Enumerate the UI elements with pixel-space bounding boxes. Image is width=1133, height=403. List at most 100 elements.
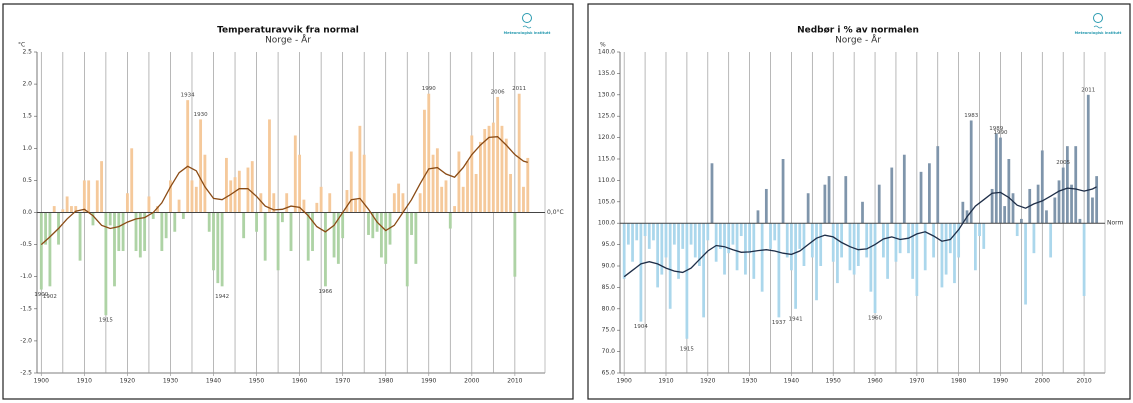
bar [769, 223, 772, 249]
baseline-label: Norm [1107, 220, 1124, 227]
y-tick-label: 80.0 [602, 305, 616, 312]
bar [1053, 197, 1057, 224]
bar [664, 223, 668, 258]
bar [250, 161, 254, 213]
bar [134, 212, 138, 252]
bar [744, 223, 747, 275]
bar [928, 163, 931, 224]
panel-frame [587, 3, 1131, 400]
bar [186, 100, 190, 213]
bar [915, 223, 919, 296]
bar [806, 193, 810, 224]
bar [466, 161, 469, 213]
y-tick-label: 115.0 [598, 156, 615, 163]
bar [418, 193, 422, 213]
bar [78, 212, 82, 261]
bar [773, 223, 777, 241]
annotation: 1934 [181, 93, 195, 99]
annotation: 1966 [318, 289, 332, 295]
bar [723, 223, 726, 275]
bar [427, 93, 431, 213]
bar [1049, 223, 1053, 258]
bar [1065, 146, 1069, 224]
x-tick-label: 1960 [867, 378, 882, 385]
bar [220, 212, 224, 287]
bar [1082, 223, 1086, 296]
bar [635, 223, 639, 241]
chart-subtitle: Norge - År [835, 34, 881, 46]
bar [777, 223, 781, 318]
bar [74, 206, 78, 213]
bar [810, 223, 814, 258]
bar [311, 212, 314, 252]
bar [457, 151, 461, 213]
bar [70, 206, 73, 213]
bar [194, 186, 198, 213]
bar [1095, 176, 1099, 224]
logo-mark [1093, 13, 1103, 23]
bar [280, 212, 284, 223]
bar [982, 223, 986, 249]
x-tick-label: 1940 [784, 378, 799, 385]
bar [869, 223, 873, 292]
bar [259, 193, 263, 213]
x-tick-label: 1950 [826, 378, 841, 385]
y-tick-label: 130.0 [598, 91, 615, 98]
bar [1045, 210, 1048, 224]
bar [491, 122, 495, 213]
bar [1036, 184, 1040, 224]
bar [130, 148, 134, 213]
bar [681, 223, 685, 249]
bar [1074, 146, 1078, 224]
bar [160, 212, 164, 252]
bar [336, 212, 340, 264]
y-tick-label: 135.0 [598, 70, 615, 77]
bar [410, 212, 413, 235]
bar [911, 223, 915, 279]
bar [932, 223, 935, 258]
annotation: 1900 [34, 292, 48, 298]
bar [1011, 193, 1015, 224]
bar [756, 210, 760, 224]
bar [509, 173, 512, 213]
bar [268, 119, 271, 213]
x-tick-label: 2010 [1076, 378, 1091, 385]
bar [233, 177, 237, 213]
annotation: 2005 [1056, 160, 1070, 166]
x-tick-label: 2000 [464, 378, 479, 385]
bar [461, 186, 465, 213]
logo-text: Meteorologisk institutt [1075, 31, 1122, 35]
bar [990, 188, 994, 224]
y-tick-label: -1.0 [20, 273, 32, 280]
bar [496, 96, 500, 213]
bar [677, 223, 680, 279]
bar [856, 223, 860, 266]
bar [764, 188, 768, 224]
bar [798, 223, 802, 249]
x-tick-label: 1900 [34, 378, 49, 385]
y-tick-label: 140.0 [598, 49, 615, 56]
bar [672, 223, 676, 245]
bar [643, 223, 647, 237]
x-tick-label: 1900 [617, 378, 632, 385]
annotation: 1941 [789, 316, 803, 322]
y-tick-label: 2.5 [22, 49, 32, 56]
x-tick-label: 1970 [335, 378, 350, 385]
bar [237, 170, 241, 213]
bar [324, 212, 327, 287]
bar [727, 223, 731, 254]
bar [358, 125, 362, 213]
annotation: 1990 [993, 130, 1007, 136]
y-tick-label: 120.0 [598, 134, 615, 141]
bar [886, 223, 889, 279]
bar [1032, 223, 1036, 254]
x-tick-label: 1910 [658, 378, 673, 385]
bar [65, 196, 69, 213]
bar [957, 223, 961, 258]
bar [169, 180, 172, 213]
bar [815, 223, 818, 301]
annotation: 1930 [194, 112, 208, 118]
bar [1040, 150, 1044, 224]
annotation: 1915 [680, 346, 694, 352]
